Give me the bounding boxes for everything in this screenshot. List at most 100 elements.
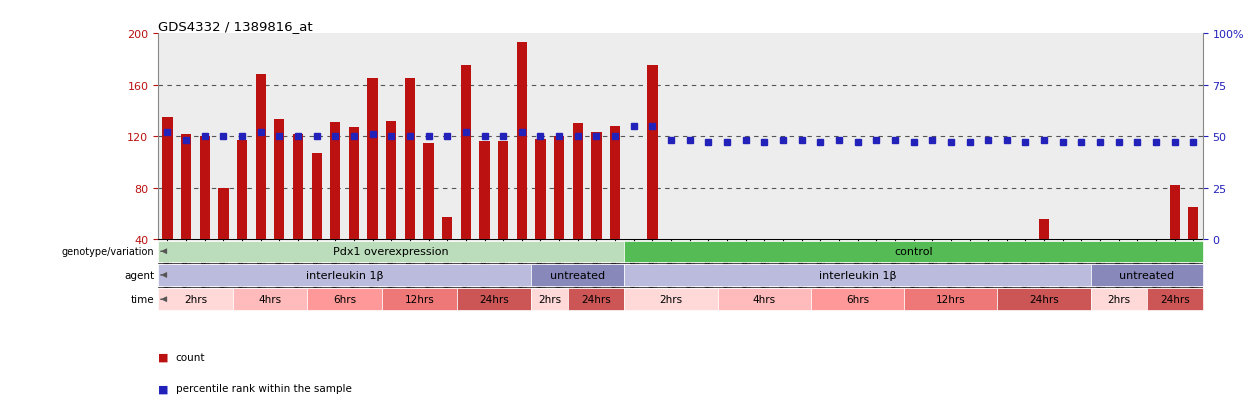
Bar: [644, 34, 662, 240]
Bar: [1188, 208, 1199, 240]
Bar: [177, 34, 195, 240]
Bar: [382, 34, 401, 240]
Bar: [457, 34, 476, 240]
Bar: [647, 66, 657, 240]
Bar: [606, 34, 625, 240]
Bar: [960, 34, 979, 240]
Bar: [255, 75, 266, 240]
Bar: [386, 121, 396, 240]
Bar: [625, 34, 644, 240]
Text: 2hrs: 2hrs: [1107, 294, 1130, 304]
Bar: [904, 288, 997, 311]
Bar: [1091, 288, 1147, 311]
Bar: [476, 34, 494, 240]
Bar: [251, 34, 270, 240]
Bar: [829, 34, 848, 240]
Text: 24hrs: 24hrs: [1160, 294, 1189, 304]
Bar: [401, 34, 420, 240]
Text: 2hrs: 2hrs: [538, 294, 561, 304]
Bar: [923, 34, 941, 240]
Text: control: control: [894, 247, 933, 256]
Bar: [270, 34, 289, 240]
Bar: [681, 34, 698, 240]
Bar: [550, 34, 569, 240]
Bar: [1091, 265, 1203, 286]
Text: 24hrs: 24hrs: [479, 294, 509, 304]
Bar: [218, 188, 229, 240]
Bar: [698, 34, 717, 240]
Bar: [810, 288, 904, 311]
Bar: [233, 34, 251, 240]
Bar: [625, 265, 1091, 286]
Bar: [438, 34, 457, 240]
Bar: [1147, 288, 1203, 311]
Text: 6hrs: 6hrs: [334, 294, 356, 304]
Bar: [293, 134, 303, 240]
Bar: [867, 34, 885, 240]
Bar: [158, 34, 177, 240]
Bar: [1016, 34, 1035, 240]
Bar: [1040, 219, 1050, 240]
Bar: [1147, 34, 1165, 240]
Bar: [181, 134, 192, 240]
Bar: [569, 288, 625, 311]
Bar: [158, 265, 532, 286]
Text: count: count: [176, 352, 205, 362]
Bar: [532, 288, 569, 311]
Bar: [158, 288, 233, 311]
Text: 2hrs: 2hrs: [660, 294, 682, 304]
Bar: [214, 34, 233, 240]
Text: agent: agent: [124, 270, 154, 280]
Bar: [1128, 34, 1147, 240]
Bar: [535, 139, 545, 240]
Bar: [1169, 186, 1180, 240]
Text: 2hrs: 2hrs: [184, 294, 207, 304]
Bar: [457, 288, 532, 311]
Bar: [479, 142, 489, 240]
Text: 4hrs: 4hrs: [753, 294, 776, 304]
Bar: [494, 34, 513, 240]
Text: ■: ■: [158, 383, 168, 393]
Bar: [420, 34, 438, 240]
Text: interleukin 1β: interleukin 1β: [819, 270, 896, 280]
Bar: [997, 34, 1016, 240]
Bar: [1035, 34, 1053, 240]
Bar: [513, 34, 532, 240]
Bar: [554, 137, 564, 240]
Bar: [662, 34, 681, 240]
Bar: [736, 34, 754, 240]
Text: GDS4332 / 1389816_at: GDS4332 / 1389816_at: [158, 20, 312, 33]
Bar: [382, 288, 457, 311]
Bar: [532, 265, 625, 286]
Bar: [289, 34, 308, 240]
Bar: [308, 288, 382, 311]
Bar: [199, 137, 210, 240]
Bar: [569, 34, 588, 240]
Text: untreated: untreated: [550, 270, 605, 280]
Bar: [532, 34, 550, 240]
Bar: [461, 66, 471, 240]
Bar: [810, 34, 829, 240]
Bar: [195, 34, 214, 240]
Bar: [941, 34, 960, 240]
Bar: [311, 154, 321, 240]
Bar: [1109, 34, 1128, 240]
Bar: [610, 126, 620, 240]
Bar: [717, 288, 810, 311]
Bar: [498, 142, 508, 240]
Bar: [1053, 34, 1072, 240]
Text: percentile rank within the sample: percentile rank within the sample: [176, 383, 351, 393]
Bar: [345, 34, 364, 240]
Bar: [274, 120, 285, 240]
Text: 12hrs: 12hrs: [936, 294, 966, 304]
Bar: [1184, 34, 1203, 240]
Text: Pdx1 overexpression: Pdx1 overexpression: [334, 247, 449, 256]
Text: 24hrs: 24hrs: [1030, 294, 1059, 304]
Bar: [233, 288, 308, 311]
Text: 12hrs: 12hrs: [405, 294, 435, 304]
Text: 24hrs: 24hrs: [581, 294, 611, 304]
Bar: [848, 34, 867, 240]
Bar: [1072, 34, 1091, 240]
Bar: [1091, 34, 1109, 240]
Bar: [573, 124, 583, 240]
